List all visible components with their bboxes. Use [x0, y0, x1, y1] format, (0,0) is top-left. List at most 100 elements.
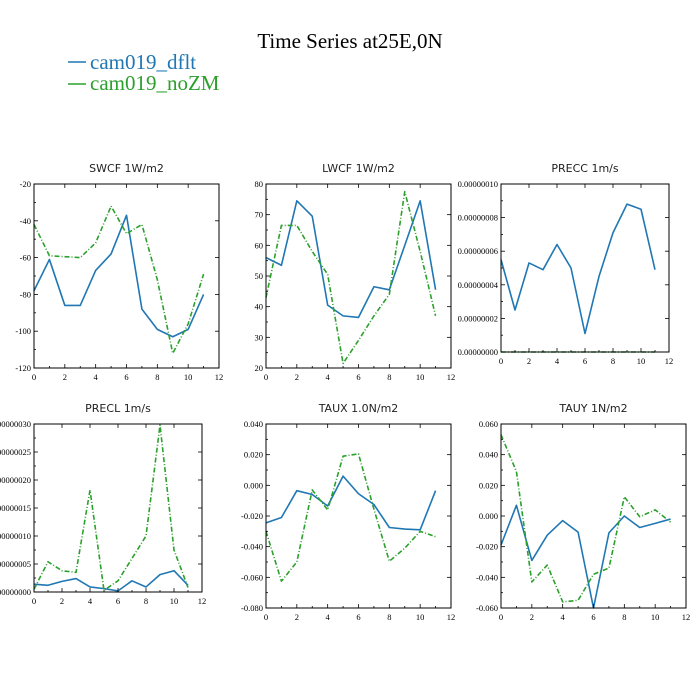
panel-5-series-nozm [265, 453, 436, 582]
panel-5-ytick-label: 0.000 [244, 480, 263, 490]
panel-4-xtick-label: 4 [88, 596, 93, 606]
panel-2-ytick-label: 60 [255, 240, 264, 250]
panel-2-ytick-label: 20 [255, 363, 264, 373]
panel-6-xtick-label: 0 [499, 612, 503, 622]
panel-1-ytick-label: -100 [15, 326, 31, 336]
panel-1-ytick-label: -80 [20, 289, 31, 299]
panel-2-xtick-label: 10 [416, 372, 425, 382]
panel-6-ytick-label: -0.020 [476, 542, 498, 552]
panel-1-xtick-label: 4 [94, 372, 99, 382]
panel-6-ytick-label: 0.060 [479, 419, 498, 429]
panel-1-series-nozm [33, 205, 205, 355]
panel-1-xtick-label: 2 [63, 372, 67, 382]
panel-1-xtick-label: 8 [155, 372, 159, 382]
panel-4-frame [33, 423, 203, 593]
panel-3: PRECC 1m/s 0 2 4 6 8 10 12 0.00000000 0.00000002 0… [458, 162, 674, 366]
panel-5-ytick-label: -0.060 [241, 572, 263, 582]
panel-1-ytick-label: -120 [15, 363, 31, 373]
panel-6-xtick-label: 2 [530, 612, 534, 622]
panel-6-title: TAUY 1N/m2 [558, 402, 627, 415]
panel-3-title: PRECC 1m/s [551, 162, 619, 175]
panel-3-ytick-label: 0.00000002 [458, 313, 498, 323]
chart-panels: SWCF 1W/m2 0 2 4 6 8 10 12 -120 -100 -80 -60 -40 -20 L… [0, 162, 690, 622]
panel-1-ytick-label: -40 [20, 216, 31, 226]
panel-3-xtick-label: 10 [637, 356, 646, 366]
panel-2-series-dflt [265, 200, 437, 319]
panel-2-ytick-label: 70 [255, 210, 264, 220]
panel-6-xtick-label: 6 [591, 612, 595, 622]
panel-1-ytick-label: -60 [20, 253, 31, 263]
panel-5-series-dflt [265, 475, 437, 531]
panel-2-xtick-label: 12 [447, 372, 456, 382]
panel-3-frame [500, 183, 670, 353]
panel-4-ytick-label: 0.00000010 [0, 531, 31, 541]
panel-2-xtick-label: 6 [356, 372, 360, 382]
panel-4-ytick-label: 0.00000030 [0, 419, 31, 429]
panel-1-xtick-label: 0 [32, 372, 36, 382]
panel-5-ytick-label: 0.020 [244, 450, 263, 460]
panel-6-series-nozm [500, 434, 672, 603]
panel-2: LWCF 1W/m2 0 2 4 6 8 10 12 20 30 40 50 60 70 80 [255, 162, 456, 382]
panel-4-series-nozm [33, 424, 189, 592]
legend-label-dflt: cam019_dflt [90, 50, 196, 74]
panel-3-series-dflt [500, 203, 656, 335]
panel-5-xtick-label: 6 [356, 612, 360, 622]
panel-2-ytick-label: 80 [255, 179, 264, 189]
panel-5-ytick-label: 0.040 [244, 419, 263, 429]
panel-6: TAUY 1N/m2 0 2 4 6 8 10 12 -0.060 -0.040 -0.020 0.0… [476, 402, 690, 622]
panel-1-series-dflt [33, 214, 205, 338]
legend-label-nozm: cam019_noZM [90, 71, 220, 95]
panel-4-xtick-label: 6 [116, 596, 120, 606]
panel-3-xtick-label: 6 [583, 356, 587, 366]
panel-3-xtick-label: 0 [499, 356, 503, 366]
panel-3-ytick-label: 0.00000000 [458, 347, 498, 357]
panel-1-ytick-label: -20 [20, 179, 31, 189]
panel-3-xtick-label: 12 [665, 356, 674, 366]
panel-6-xtick-label: 8 [622, 612, 626, 622]
panel-2-ytick-label: 40 [255, 302, 264, 312]
panel-4-xtick-label: 12 [198, 596, 207, 606]
panel-1-xtick-label: 6 [124, 372, 128, 382]
panel-6-xtick-label: 10 [651, 612, 660, 622]
panel-3-ytick-label: 0.00000006 [458, 246, 498, 256]
figure-title: Time Series at25E,0N [257, 29, 442, 53]
panel-4-xtick-label: 2 [60, 596, 64, 606]
panel-1-frame [33, 183, 220, 369]
panel-6-xtick-label: 4 [561, 612, 566, 622]
panel-5: TAUX 1.0N/m2 0 2 4 6 8 10 12 -0.080 -0.060 -0.040 -… [241, 402, 455, 622]
panel-5-xtick-label: 12 [447, 612, 456, 622]
panel-6-ytick-label: -0.040 [476, 572, 498, 582]
panel-3-xtick-label: 4 [555, 356, 560, 366]
panel-5-xtick-label: 8 [387, 612, 391, 622]
panel-5-xtick-label: 0 [264, 612, 268, 622]
panel-5-ytick-label: -0.020 [241, 511, 263, 521]
panel-2-xtick-label: 8 [387, 372, 391, 382]
panel-4-xtick-label: 8 [144, 596, 148, 606]
panel-4-xtick-label: 0 [32, 596, 36, 606]
panel-1-xtick-label: 12 [215, 372, 224, 382]
panel-4-xtick-label: 10 [170, 596, 179, 606]
panel-2-xtick-label: 2 [295, 372, 299, 382]
panel-4-title: PRECL 1m/s [85, 402, 151, 415]
panel-6-ytick-label: 0.040 [479, 450, 498, 460]
panel-2-title: LWCF 1W/m2 [322, 162, 395, 175]
panel-5-xtick-label: 10 [416, 612, 425, 622]
panel-6-ytick-label: 0.020 [479, 480, 498, 490]
panel-5-ytick-label: -0.080 [241, 603, 263, 613]
panel-4-series-dflt [33, 569, 189, 592]
panel-2-ytick-label: 30 [255, 332, 264, 342]
panel-5-frame [265, 423, 452, 609]
panel-1-xtick-label: 10 [184, 372, 193, 382]
panel-2-series-nozm [265, 190, 437, 365]
panel-2-ytick-label: 50 [255, 271, 264, 281]
panel-5-xtick-label: 4 [326, 612, 331, 622]
panel-5-ytick-label: -0.040 [241, 542, 263, 552]
panel-3-ytick-label: 0.00000010 [458, 179, 498, 189]
panel-6-xtick-label: 12 [682, 612, 691, 622]
legend: cam019_dflt cam019_noZM [68, 50, 220, 95]
